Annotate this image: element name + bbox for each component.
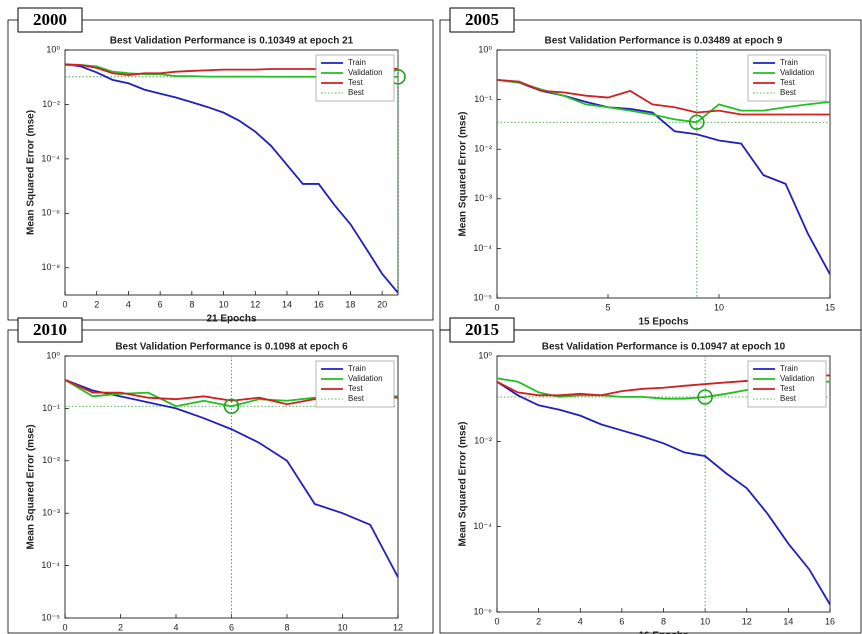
y-tick-label: 10⁰ xyxy=(478,44,492,54)
y-axis-label: Mean Squared Error (mse) xyxy=(26,110,37,235)
y-axis-label: Mean Squared Error (mse) xyxy=(458,421,469,546)
legend-label: Best xyxy=(780,394,797,403)
series-line xyxy=(496,380,831,605)
y-tick-label: 10⁰ xyxy=(46,44,60,54)
panel-frame xyxy=(7,19,434,321)
y-tick-label: 10⁻⁵ xyxy=(42,612,61,622)
x-tick-label: 8 xyxy=(189,299,194,309)
panel-label-box xyxy=(449,317,515,343)
legend-label: Train xyxy=(780,58,798,67)
y-tick-label: 10⁻⁴ xyxy=(41,560,60,570)
legend-label: Validation xyxy=(780,374,815,383)
legend-label: Test xyxy=(780,384,795,393)
y-tick-label: 10⁻⁴ xyxy=(473,243,492,253)
legend-label: Test xyxy=(780,78,795,87)
y-tick-label: 10⁻⁵ xyxy=(474,292,493,302)
x-tick-label: 16 xyxy=(825,616,835,626)
x-tick-label: 14 xyxy=(282,299,292,309)
y-tick-label: 10⁻⁶ xyxy=(474,606,493,616)
y-tick-label: 10⁻⁴ xyxy=(473,521,492,531)
x-tick-label: 0 xyxy=(494,616,499,626)
x-tick-label: 12 xyxy=(393,622,403,632)
y-tick-label: 10⁻² xyxy=(42,99,60,109)
x-tick-label: 4 xyxy=(578,616,583,626)
panel-label-box xyxy=(449,7,515,33)
panel-label: 2000 xyxy=(33,10,67,29)
y-tick-label: 10⁻² xyxy=(42,455,60,465)
legend-label: Validation xyxy=(348,68,383,77)
y-tick-label: 10⁻¹ xyxy=(474,94,492,104)
y-tick-label: 10⁻² xyxy=(474,144,492,154)
legend-label: Test xyxy=(348,78,363,87)
legend-label: Validation xyxy=(348,374,383,383)
legend-label: Test xyxy=(348,384,363,393)
y-tick-label: 10⁻³ xyxy=(42,508,60,518)
series-line xyxy=(64,63,399,294)
x-tick-label: 6 xyxy=(619,616,624,626)
x-tick-label: 10 xyxy=(337,622,347,632)
panel-frame xyxy=(439,329,862,634)
x-tick-label: 2 xyxy=(94,299,99,309)
panel-label: 2010 xyxy=(33,320,67,339)
x-axis-label: 15 Epochs xyxy=(638,317,688,328)
x-tick-label: 10 xyxy=(714,302,724,312)
x-tick-label: 15 xyxy=(825,302,835,312)
legend-label: Validation xyxy=(780,68,815,77)
y-tick-label: 10⁻³ xyxy=(474,193,492,203)
x-tick-label: 10 xyxy=(700,616,710,626)
x-tick-label: 0 xyxy=(62,622,67,632)
legend-label: Best xyxy=(780,88,797,97)
panel-label: 2015 xyxy=(465,320,499,339)
legend-label: Train xyxy=(348,58,366,67)
legend-label: Best xyxy=(348,394,365,403)
legend-label: Best xyxy=(348,88,365,97)
panel-frame xyxy=(7,329,434,634)
x-tick-label: 0 xyxy=(494,302,499,312)
panel-label: 2005 xyxy=(465,10,499,29)
best-marker xyxy=(223,398,240,415)
best-marker xyxy=(697,389,713,405)
x-tick-label: 8 xyxy=(284,622,289,632)
x-tick-label: 20 xyxy=(377,299,387,309)
legend-label: Train xyxy=(780,364,798,373)
panel-label-box xyxy=(17,7,83,33)
x-tick-label: 2 xyxy=(536,616,541,626)
chart-title: Best Validation Performance is 0.10947 a… xyxy=(542,342,786,353)
x-tick-label: 12 xyxy=(742,616,752,626)
chart-title: Best Validation Performance is 0.10349 a… xyxy=(110,36,354,47)
x-tick-label: 6 xyxy=(229,622,234,632)
x-axis-label: 21 Epochs xyxy=(206,314,256,325)
x-tick-label: 4 xyxy=(126,299,131,309)
y-tick-label: 10⁰ xyxy=(46,350,60,360)
x-tick-label: 14 xyxy=(783,616,793,626)
y-axis-label: Mean Squared Error (mse) xyxy=(26,424,37,549)
legend-label: Train xyxy=(348,364,366,373)
y-tick-label: 10⁻⁸ xyxy=(41,262,60,272)
y-tick-label: 10⁻¹ xyxy=(42,403,60,413)
x-tick-label: 18 xyxy=(345,299,355,309)
x-tick-label: 12 xyxy=(250,299,260,309)
series-line xyxy=(496,78,831,124)
x-tick-label: 6 xyxy=(158,299,163,309)
y-tick-label: 10⁰ xyxy=(478,350,492,360)
series-line xyxy=(496,78,830,116)
x-tick-label: 5 xyxy=(605,302,610,312)
y-tick-label: 10⁻² xyxy=(474,436,492,446)
y-tick-label: 10⁻⁴ xyxy=(41,153,60,163)
y-tick-label: 10⁻⁶ xyxy=(42,208,61,218)
chart-title: Best Validation Performance is 0.03489 a… xyxy=(545,36,783,47)
y-axis-label: Mean Squared Error (mse) xyxy=(458,111,469,236)
x-tick-label: 0 xyxy=(62,299,67,309)
x-tick-label: 2 xyxy=(118,622,123,632)
x-axis-label: 16 Epochs xyxy=(638,631,688,634)
x-tick-label: 8 xyxy=(661,616,666,626)
x-tick-label: 10 xyxy=(219,299,229,309)
best-marker xyxy=(688,114,705,131)
x-tick-label: 16 xyxy=(314,299,324,309)
panel-label-box xyxy=(17,317,83,343)
series-line xyxy=(64,379,399,578)
chart-title: Best Validation Performance is 0.1098 at… xyxy=(115,342,348,353)
x-tick-label: 4 xyxy=(173,622,178,632)
